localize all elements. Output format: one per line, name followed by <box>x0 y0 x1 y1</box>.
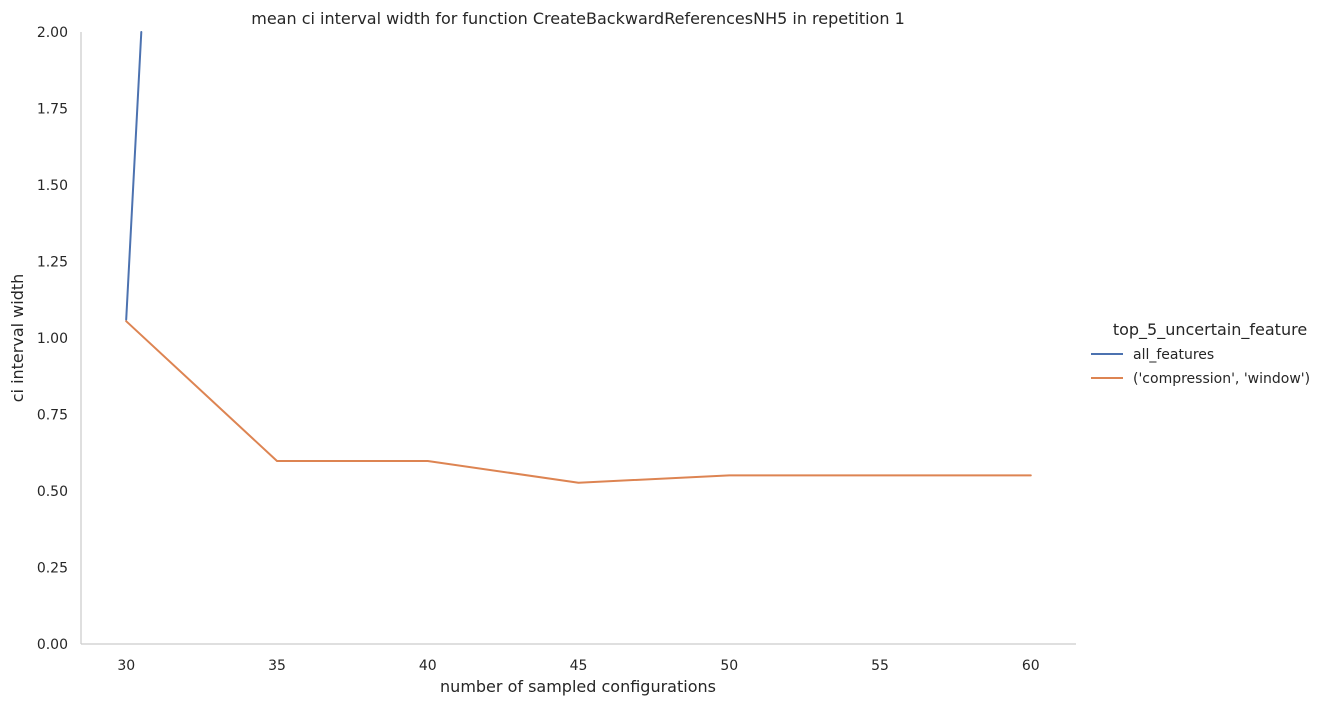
plot-area <box>80 32 1076 645</box>
series-lines <box>125 31 1032 484</box>
x-tick-label: 45 <box>570 658 588 674</box>
legend-items: all_features ('compression', 'window') <box>1091 347 1310 387</box>
y-tick-label: 1.00 <box>37 331 68 347</box>
y-tick-label: 0.25 <box>37 561 68 577</box>
x-tick-label: 35 <box>268 658 286 674</box>
y-tick-label: 2.00 <box>37 25 68 41</box>
y-tick-label: 0.00 <box>37 637 68 653</box>
y-axis-ticks: 0.00 0.25 0.50 0.75 1.00 1.25 1.50 1.75 2.00 <box>37 25 68 653</box>
x-tick-label: 40 <box>419 658 437 674</box>
series-line-0 <box>125 31 143 321</box>
x-tick-label: 55 <box>871 658 889 674</box>
y-tick-label: 1.25 <box>37 255 68 271</box>
x-tick-label: 30 <box>117 658 135 674</box>
y-tick-label: 0.50 <box>37 484 68 500</box>
x-axis-label: number of sampled configurations <box>440 677 716 696</box>
chart-title: mean ci interval width for function Crea… <box>251 9 905 28</box>
y-tick-label: 0.75 <box>37 408 68 424</box>
x-axis-ticks: 30 35 40 45 50 55 60 <box>117 658 1039 674</box>
series-line-1 <box>125 320 1032 484</box>
legend: top_5_uncertain_feature all_features ('co… <box>1091 320 1310 387</box>
y-tick-label: 1.75 <box>37 102 68 118</box>
legend-title: top_5_uncertain_feature <box>1113 320 1307 340</box>
legend-label-0: all_features <box>1133 347 1214 363</box>
x-tick-label: 60 <box>1022 658 1040 674</box>
y-tick-label: 1.50 <box>37 178 68 194</box>
legend-label-1: ('compression', 'window') <box>1133 371 1310 387</box>
x-tick-label: 50 <box>720 658 738 674</box>
y-axis-label: ci interval width <box>8 274 27 403</box>
